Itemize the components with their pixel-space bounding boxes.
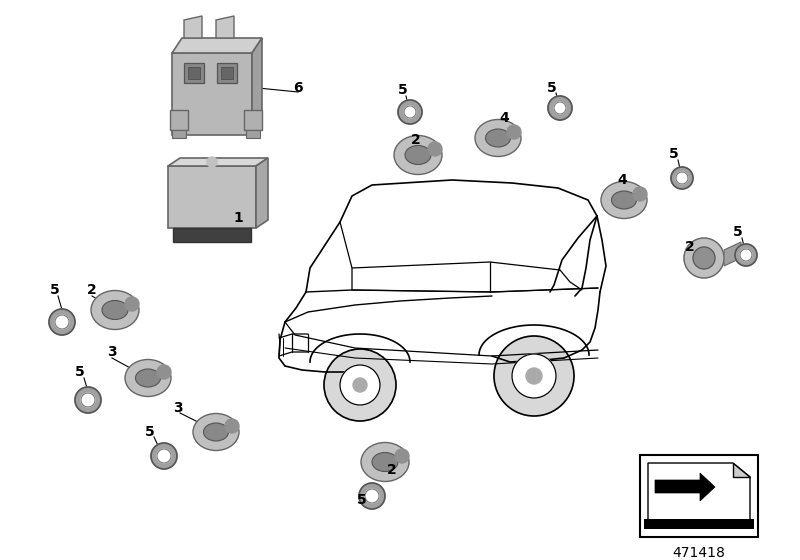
Bar <box>168 166 256 228</box>
Text: 5: 5 <box>357 493 367 507</box>
Circle shape <box>395 449 409 463</box>
Ellipse shape <box>193 413 239 450</box>
Circle shape <box>151 443 177 469</box>
Bar <box>188 67 200 79</box>
Ellipse shape <box>611 191 637 209</box>
Ellipse shape <box>203 423 229 441</box>
Bar <box>640 455 758 537</box>
Polygon shape <box>655 473 715 501</box>
Circle shape <box>684 238 724 278</box>
Polygon shape <box>172 38 262 53</box>
Text: 5: 5 <box>50 283 60 297</box>
Circle shape <box>512 354 556 398</box>
Polygon shape <box>724 242 741 266</box>
Circle shape <box>157 449 171 463</box>
Ellipse shape <box>102 301 128 320</box>
Circle shape <box>81 393 95 407</box>
Ellipse shape <box>361 442 409 482</box>
Circle shape <box>693 247 715 269</box>
Text: 5: 5 <box>75 365 85 379</box>
Circle shape <box>494 336 574 416</box>
Bar <box>184 63 204 83</box>
Text: 2: 2 <box>411 133 421 147</box>
Circle shape <box>548 96 572 120</box>
Circle shape <box>353 378 367 392</box>
Circle shape <box>225 419 239 433</box>
Polygon shape <box>252 38 262 130</box>
Text: 3: 3 <box>173 401 183 415</box>
Circle shape <box>633 187 647 201</box>
Circle shape <box>207 157 217 167</box>
Circle shape <box>398 100 422 124</box>
Text: 5: 5 <box>398 83 408 97</box>
Bar <box>173 228 251 242</box>
Text: 2: 2 <box>685 240 695 254</box>
Bar <box>221 67 233 79</box>
Polygon shape <box>733 463 750 477</box>
Circle shape <box>157 365 171 379</box>
Circle shape <box>125 297 139 311</box>
Text: 5: 5 <box>733 225 743 239</box>
Bar <box>244 110 262 130</box>
Text: 3: 3 <box>107 345 117 359</box>
Text: 2: 2 <box>87 283 97 297</box>
Text: 2: 2 <box>387 463 397 477</box>
Text: 6: 6 <box>293 81 303 95</box>
Circle shape <box>75 387 101 413</box>
Circle shape <box>55 315 69 329</box>
Ellipse shape <box>372 452 398 472</box>
Ellipse shape <box>125 360 171 396</box>
Bar <box>644 519 754 529</box>
Ellipse shape <box>135 369 161 387</box>
Text: 5: 5 <box>547 81 557 95</box>
Bar <box>172 53 252 135</box>
Polygon shape <box>168 158 268 166</box>
Text: 1: 1 <box>233 211 243 225</box>
Circle shape <box>49 309 75 335</box>
Circle shape <box>365 489 379 503</box>
Polygon shape <box>216 16 234 38</box>
Circle shape <box>676 172 688 184</box>
Circle shape <box>507 125 521 139</box>
Circle shape <box>735 244 757 266</box>
Ellipse shape <box>91 291 139 329</box>
Ellipse shape <box>394 136 442 175</box>
Bar <box>217 63 237 83</box>
Circle shape <box>526 368 542 384</box>
Text: 5: 5 <box>145 425 155 439</box>
Circle shape <box>554 102 566 114</box>
Circle shape <box>671 167 693 189</box>
Circle shape <box>324 349 396 421</box>
Circle shape <box>428 142 442 156</box>
Polygon shape <box>184 16 202 38</box>
Circle shape <box>404 106 416 118</box>
Ellipse shape <box>486 129 510 147</box>
Polygon shape <box>256 158 268 228</box>
Bar <box>172 130 186 138</box>
Text: 471418: 471418 <box>673 546 726 560</box>
Bar <box>170 110 188 130</box>
Circle shape <box>359 483 385 509</box>
Ellipse shape <box>475 119 521 156</box>
Text: 5: 5 <box>669 147 679 161</box>
Ellipse shape <box>405 146 431 165</box>
Bar <box>246 130 260 138</box>
Text: 4: 4 <box>499 111 509 125</box>
Ellipse shape <box>601 181 647 218</box>
Text: 4: 4 <box>617 173 627 187</box>
Polygon shape <box>648 463 750 525</box>
Circle shape <box>340 365 380 405</box>
Circle shape <box>740 249 752 261</box>
